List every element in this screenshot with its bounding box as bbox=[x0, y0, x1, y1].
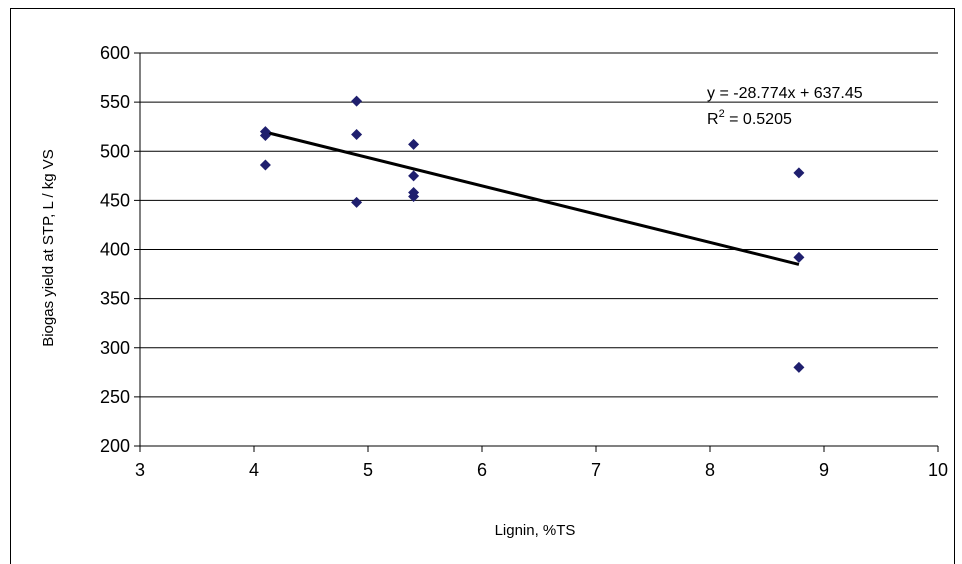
y-tick-label-200: 200 bbox=[100, 436, 130, 456]
axis-layer bbox=[134, 52, 939, 452]
y-tick-label-400: 400 bbox=[100, 240, 130, 260]
y-tick-label-350: 350 bbox=[100, 289, 130, 309]
y-tick-label-300: 300 bbox=[100, 338, 130, 358]
x-axis-title: Lignin, %TS bbox=[495, 522, 576, 539]
data-point-10 bbox=[793, 167, 805, 179]
data-point-3 bbox=[351, 95, 363, 107]
y-tick-label-550: 550 bbox=[100, 92, 130, 112]
data-point-6 bbox=[408, 138, 420, 150]
data-point-1 bbox=[259, 130, 271, 142]
r-squared-exponent: 2 bbox=[719, 108, 725, 120]
grid-layer bbox=[140, 52, 938, 447]
data-point-2 bbox=[259, 159, 271, 171]
data-point-12 bbox=[793, 361, 805, 373]
x-tick-label-8: 8 bbox=[705, 460, 715, 480]
data-point-11 bbox=[793, 251, 805, 263]
y-axis-title: Biogas yield at STP, L / kg VS bbox=[40, 149, 57, 347]
data-point-7 bbox=[408, 170, 420, 182]
tick-labels: 200 250 300 350 400 450 500 550 600 3 4 5 6 7 8 9 10 bbox=[100, 43, 948, 480]
chart-frame bbox=[10, 8, 955, 564]
y-tick-label-250: 250 bbox=[100, 387, 130, 407]
r-squared-value: = 0.5205 bbox=[725, 111, 792, 128]
trendline-equation: y = -28.774x + 637.45 bbox=[707, 85, 863, 102]
y-tick-label-600: 600 bbox=[100, 43, 130, 63]
x-tick-label-3: 3 bbox=[135, 460, 145, 480]
data-point-9 bbox=[408, 190, 420, 202]
r-squared-label: R2 = 0.5205 bbox=[707, 108, 792, 128]
x-tick-label-7: 7 bbox=[591, 460, 601, 480]
y-tick-label-450: 450 bbox=[100, 190, 130, 210]
x-tick-label-6: 6 bbox=[477, 460, 487, 480]
r-squared-symbol: R bbox=[707, 111, 719, 128]
y-tick-label-500: 500 bbox=[100, 141, 130, 161]
data-point-5 bbox=[351, 196, 363, 208]
data-points bbox=[259, 95, 805, 373]
x-tick-label-9: 9 bbox=[819, 460, 829, 480]
x-tick-label-4: 4 bbox=[249, 460, 259, 480]
trendline-layer bbox=[265, 130, 800, 266]
trendline bbox=[265, 130, 800, 266]
x-tick-label-5: 5 bbox=[363, 460, 373, 480]
data-point-4 bbox=[351, 129, 363, 141]
x-tick-label-10: 10 bbox=[928, 460, 948, 480]
